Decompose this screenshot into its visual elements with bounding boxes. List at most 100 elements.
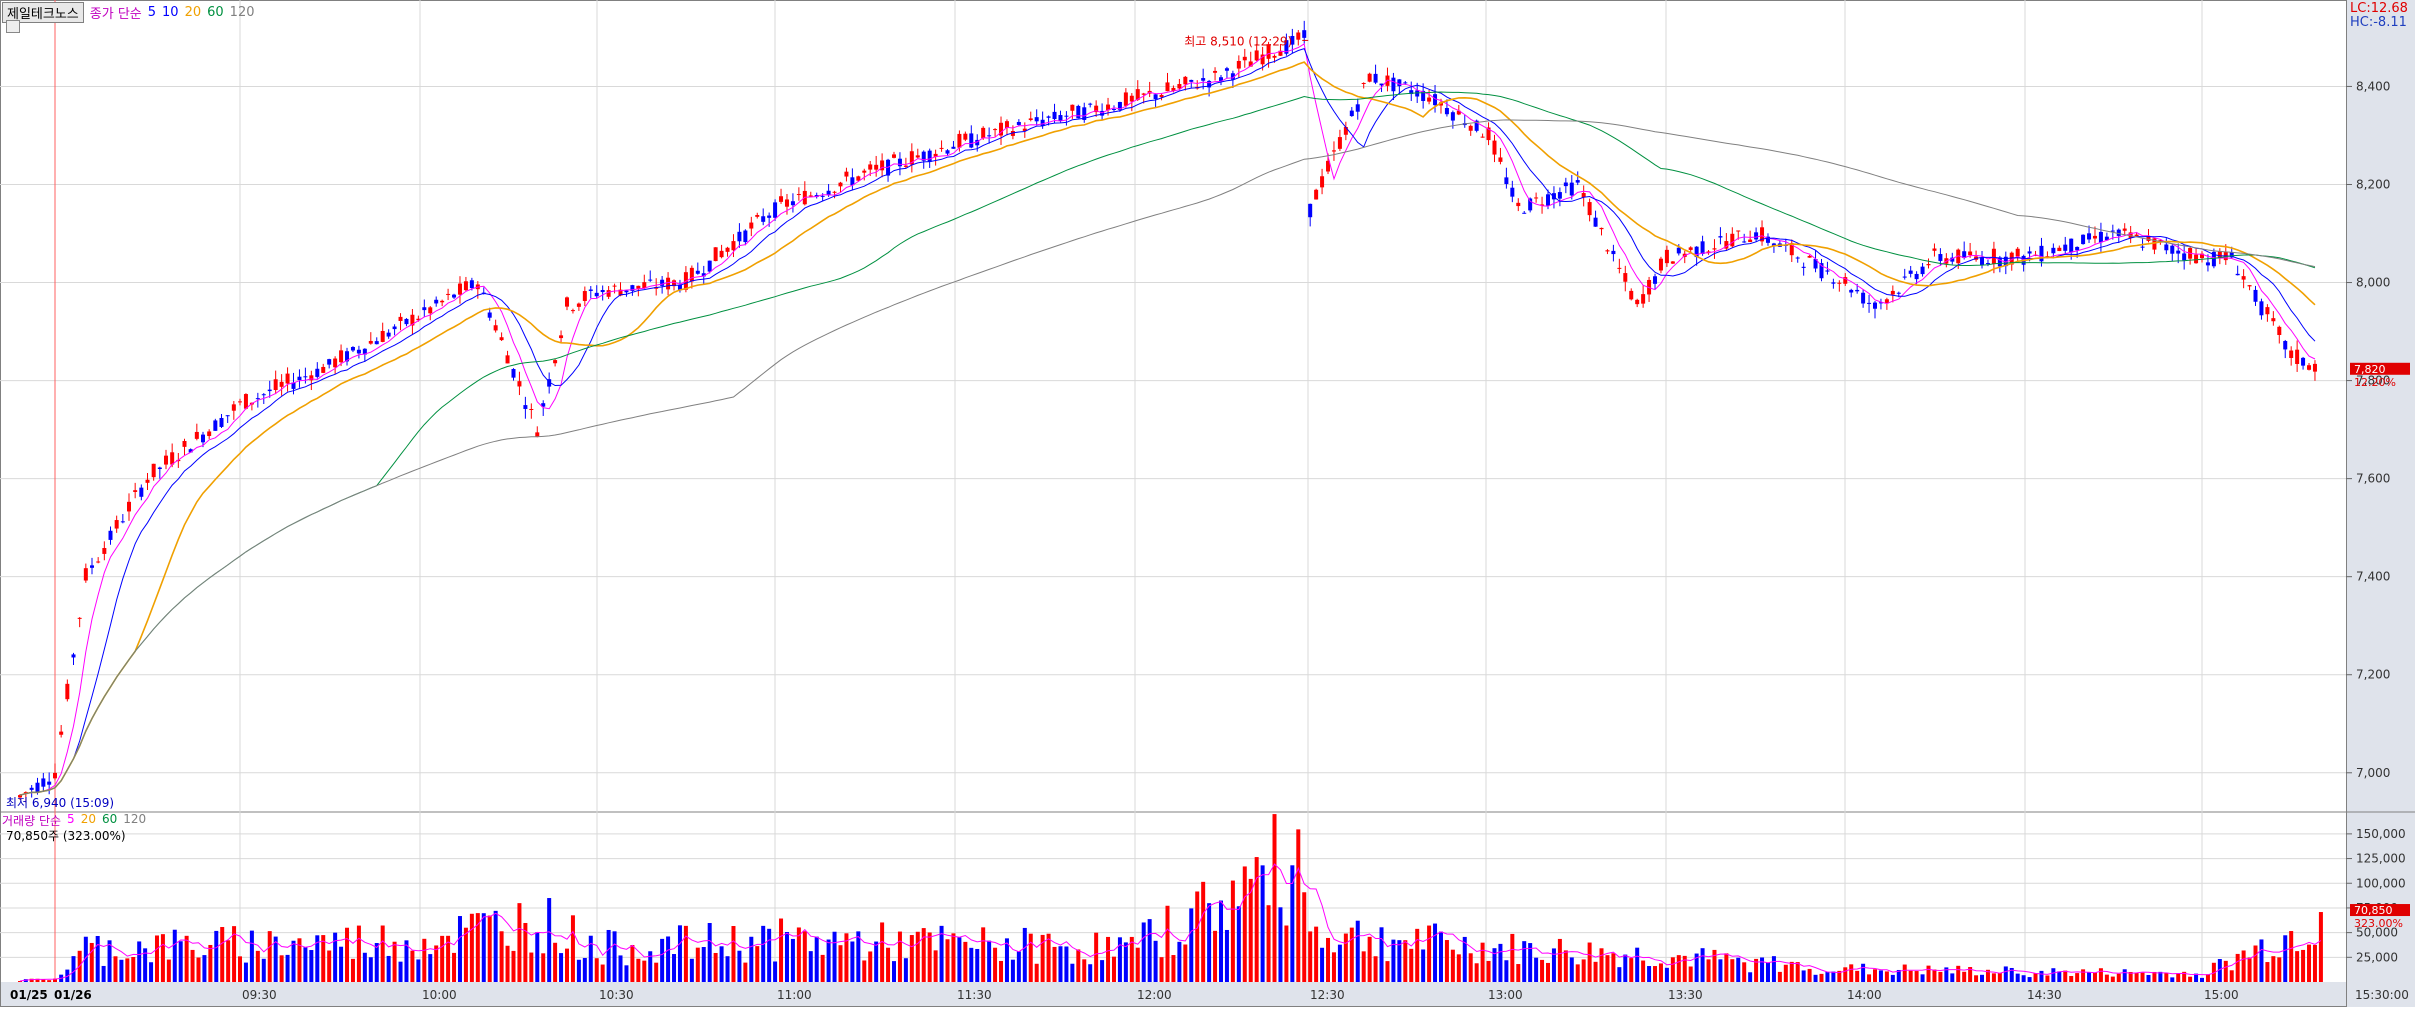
volume-bar — [1373, 956, 1378, 982]
candle-body — [1611, 250, 1616, 255]
volume-bar — [469, 913, 474, 982]
time-tick-label: 15:00 — [2204, 988, 2239, 1002]
time-tick-label: 10:00 — [422, 988, 457, 1002]
volume-bar — [1302, 892, 1307, 982]
candle-body — [808, 195, 813, 197]
volume-bar — [892, 961, 896, 982]
candle-body — [731, 241, 736, 251]
volume-bar — [1450, 949, 1455, 982]
volume-bar — [499, 931, 504, 982]
volume-bar — [725, 956, 730, 982]
volume-bar — [850, 941, 855, 982]
volume-bar — [582, 957, 587, 982]
candle-body — [1837, 282, 1842, 284]
volume-bar — [1498, 943, 1503, 982]
volume-bar — [321, 935, 326, 982]
legend-ma120: 120 — [229, 5, 255, 20]
volume-bar — [1617, 967, 1622, 982]
candle-body — [1712, 248, 1717, 250]
candle-body — [1718, 236, 1723, 238]
volume-bar — [267, 931, 272, 982]
candle-body — [2301, 357, 2306, 366]
volume-bar — [767, 928, 772, 982]
volume-bar — [71, 956, 76, 982]
candle-body — [1224, 68, 1229, 71]
candle-body — [2110, 230, 2115, 232]
candle-body — [1896, 292, 1901, 294]
candle-body — [207, 431, 212, 437]
volume-bar — [446, 935, 451, 982]
candle-body — [2081, 234, 2086, 245]
candle-body — [1730, 233, 1735, 247]
price-tick-label: 7,400 — [2356, 570, 2390, 584]
volume-bar — [1974, 975, 1979, 982]
candle-body — [1754, 232, 1759, 240]
volume-bar — [1581, 959, 1586, 982]
candle-body — [434, 299, 439, 304]
volume-bar — [2235, 953, 2240, 982]
volume-bar — [1058, 946, 1063, 982]
candle-body — [1088, 103, 1093, 105]
volume-bar — [1444, 940, 1449, 982]
candle-body — [1593, 217, 1598, 227]
volume-bar — [1653, 966, 1658, 982]
candle-body — [182, 440, 187, 447]
candle-body — [677, 284, 682, 291]
candle-body — [1534, 197, 1539, 199]
volume-bar — [1361, 951, 1366, 982]
candle-body — [1789, 243, 1794, 256]
candle-body — [2134, 234, 2139, 237]
volume-bar — [1385, 961, 1390, 982]
candle-body — [1171, 87, 1176, 91]
volume-bar — [1605, 955, 1610, 982]
volume-bar — [2134, 972, 2139, 982]
candle-body — [2128, 232, 2133, 238]
candle-body — [1272, 55, 1277, 58]
candle-body — [2312, 363, 2317, 372]
volume-bar — [1819, 973, 1824, 982]
candle-body — [315, 368, 320, 377]
volume-bar — [2301, 949, 2306, 982]
volume-bar — [1308, 931, 1313, 982]
candle-body — [1843, 277, 1848, 284]
volume-bar — [993, 947, 998, 982]
candle-body — [267, 389, 272, 392]
candle-body — [321, 366, 326, 373]
volume-bar — [529, 952, 534, 982]
volume-bar — [1890, 974, 1895, 982]
volume-bar — [683, 925, 688, 982]
volume-bar — [119, 959, 124, 982]
candle-body — [238, 401, 242, 403]
candle-body — [2217, 251, 2222, 259]
volume-bar — [559, 953, 564, 982]
time-tick-label: 09:30 — [242, 988, 277, 1002]
candle-body — [392, 326, 397, 330]
candle-body — [108, 530, 113, 540]
volume-bar — [398, 961, 403, 982]
price-tick-label: 7,800 — [2356, 374, 2390, 388]
volume-bar — [612, 931, 617, 982]
candle-body — [1563, 182, 1568, 187]
candle-body — [826, 190, 831, 196]
volume-bar — [1950, 973, 1955, 982]
candle-body — [1641, 294, 1646, 304]
candle-body — [1135, 89, 1140, 100]
volume-bar — [2110, 976, 2115, 982]
price-tick-label: 7,600 — [2356, 472, 2390, 486]
volume-bar — [2164, 972, 2169, 982]
volume-bar — [1837, 970, 1842, 982]
menu-icon[interactable] — [6, 20, 20, 33]
candle-body — [309, 375, 314, 381]
candle-body — [1950, 257, 1955, 262]
volume-bar — [1938, 971, 1943, 982]
candle-body — [892, 154, 896, 158]
candle-body — [529, 408, 534, 410]
stock-name-tag[interactable]: 제일테크노스 — [2, 2, 84, 23]
time-tick-label: 13:30 — [1668, 988, 1703, 1002]
candle-body — [1861, 292, 1866, 304]
volume-bar — [327, 950, 332, 982]
candle-body — [18, 795, 22, 798]
volume-bar — [1189, 908, 1194, 982]
